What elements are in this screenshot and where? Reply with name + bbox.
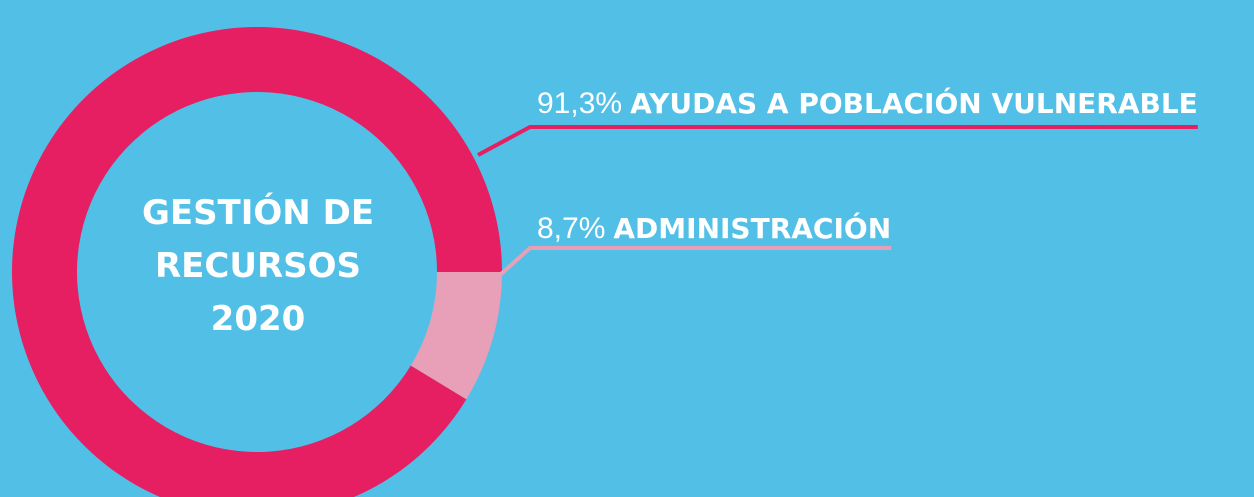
value-label: 8,7% [537,212,605,245]
value-label: 91,3% [537,87,622,120]
slice [410,272,502,400]
chart-title-line: 2020 [211,299,306,339]
category-label: ADMINISTRACIÓN [613,211,891,245]
leader-line [477,125,1198,157]
chart-title-line: RECURSOS [155,246,361,286]
leader-line [498,246,892,277]
chart-title-line: GESTIÓN DE [142,192,374,233]
category-label: AYUDAS A POBLACIÓN VULNERABLE [630,86,1198,120]
